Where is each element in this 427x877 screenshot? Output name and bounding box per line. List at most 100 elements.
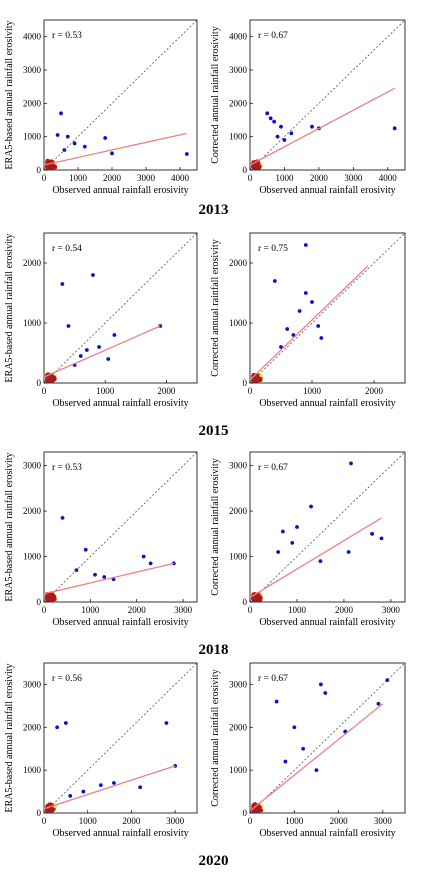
x-tick-label: 2000 (365, 386, 384, 396)
x-tick-label: 3000 (382, 605, 401, 615)
data-point (309, 504, 313, 509)
data-point (274, 699, 279, 704)
data-point (110, 151, 114, 156)
data-point (68, 793, 73, 798)
data-point (310, 300, 314, 304)
x-tick-label: 0 (248, 386, 253, 396)
data-point (51, 163, 56, 168)
data-point (103, 136, 108, 140)
x-tick-label: 1000 (275, 173, 294, 183)
axes-box (43, 19, 198, 171)
x-tick-label: 1000 (285, 816, 304, 826)
y-tick-label: 1000 (23, 132, 42, 142)
axes-box (249, 19, 406, 171)
y-tick-label: 2000 (23, 722, 42, 732)
data-point (290, 541, 295, 545)
data-point (59, 111, 63, 116)
data-point (112, 781, 116, 785)
x-axis-label: Observed annual rainfall erosivity (52, 185, 188, 196)
data-point (97, 345, 101, 349)
data-point (138, 785, 143, 790)
x-axis-label: Observed annual rainfall erosivity (259, 617, 395, 628)
fit-line (43, 765, 176, 810)
x-tick-label: 3000 (174, 605, 193, 615)
data-point (303, 243, 308, 247)
x-axis-label: Observed annual rainfall erosivity (52, 828, 188, 839)
data-point (297, 309, 302, 313)
x-tick-label: 1000 (288, 605, 307, 615)
x-axis-label: Observed annual rainfall erosivity (259, 185, 395, 196)
data-point (82, 144, 87, 149)
data-point (292, 725, 297, 730)
correlation-annotation: r = 0.54 (52, 244, 82, 254)
x-tick-label: 1000 (96, 386, 115, 396)
data-point (314, 768, 319, 773)
data-point (318, 682, 323, 687)
scatter-panel-2013-corrected: 0 1000 2000 3000 4000 0 1000 2000 3000 4000 r = 0.… (210, 19, 406, 196)
axes-box (43, 232, 198, 384)
data-point (55, 725, 60, 730)
x-tick-label: 1000 (81, 605, 100, 615)
y-axis-label: Corrected annual rainfall erosivity (210, 239, 221, 376)
x-axis-label: Observed annual rainfall erosivity (259, 828, 395, 839)
identity-line (43, 451, 198, 603)
x-tick-label: 3000 (166, 816, 185, 826)
y-tick-label: 0 (243, 165, 248, 175)
y-tick-label: 2000 (229, 722, 248, 732)
data-point (98, 783, 103, 788)
scatter-panel-2015-corrected: 0 1000 2000 0 1000 2000 r = 0.75 Observed annua… (210, 232, 406, 409)
data-point (148, 561, 153, 566)
data-point (310, 124, 314, 129)
y-axis-label: ERA5-based annual rainfall erosivity (4, 452, 15, 601)
y-axis-label: ERA5-based annual rainfall erosivity (4, 663, 15, 812)
y-tick-label: 1000 (23, 318, 42, 328)
data-point (349, 461, 353, 466)
y-tick-label: 0 (37, 597, 42, 607)
fit-line (249, 265, 369, 381)
data-point (291, 333, 296, 337)
identity-line (249, 451, 406, 603)
x-tick-label: 2000 (122, 816, 141, 826)
data-point (268, 116, 273, 121)
x-tick-label: 2000 (310, 173, 329, 183)
year-label-2013: 2013 (198, 202, 229, 218)
data-point (319, 336, 324, 340)
data-point (50, 378, 55, 383)
x-tick-label: 1000 (303, 386, 322, 396)
x-tick-label: 2000 (335, 605, 354, 615)
y-tick-label: 3000 (229, 461, 248, 471)
y-tick-label: 1000 (229, 318, 248, 328)
data-point (102, 575, 107, 579)
x-tick-label: 0 (42, 386, 47, 396)
data-point (141, 554, 146, 559)
data-point (316, 324, 321, 328)
y-tick-label: 3000 (229, 679, 248, 689)
identity-line (43, 662, 198, 814)
data-point (112, 333, 117, 337)
data-point (84, 348, 89, 352)
data-point (93, 572, 97, 577)
x-axis-label: Observed annual rainfall erosivity (259, 398, 395, 409)
x-tick-label: 3000 (374, 816, 393, 826)
correlation-annotation: r = 0.75 (258, 244, 288, 254)
data-point (255, 597, 260, 601)
correlation-annotation: r = 0.56 (52, 674, 82, 684)
data-point (60, 282, 65, 286)
axes-box (43, 451, 198, 603)
data-point (45, 160, 50, 165)
fit-line (249, 517, 382, 599)
axes-box (43, 662, 198, 814)
y-tick-label: 2000 (229, 98, 248, 108)
y-tick-label: 3000 (229, 65, 248, 75)
data-point (60, 516, 65, 520)
data-point (66, 324, 71, 328)
x-tick-label: 1000 (69, 173, 88, 183)
data-point (50, 595, 55, 599)
y-axis-label: Corrected annual rainfall erosivity (210, 669, 221, 806)
data-point (283, 759, 288, 764)
fit-line (43, 562, 174, 595)
x-tick-label: 0 (248, 173, 253, 183)
axes-box (249, 232, 406, 384)
scatter-panel-2018-corrected: 0 1000 2000 3000 0 1000 2000 3000 r = 0.67 Observ… (210, 451, 406, 628)
data-point (65, 134, 70, 139)
